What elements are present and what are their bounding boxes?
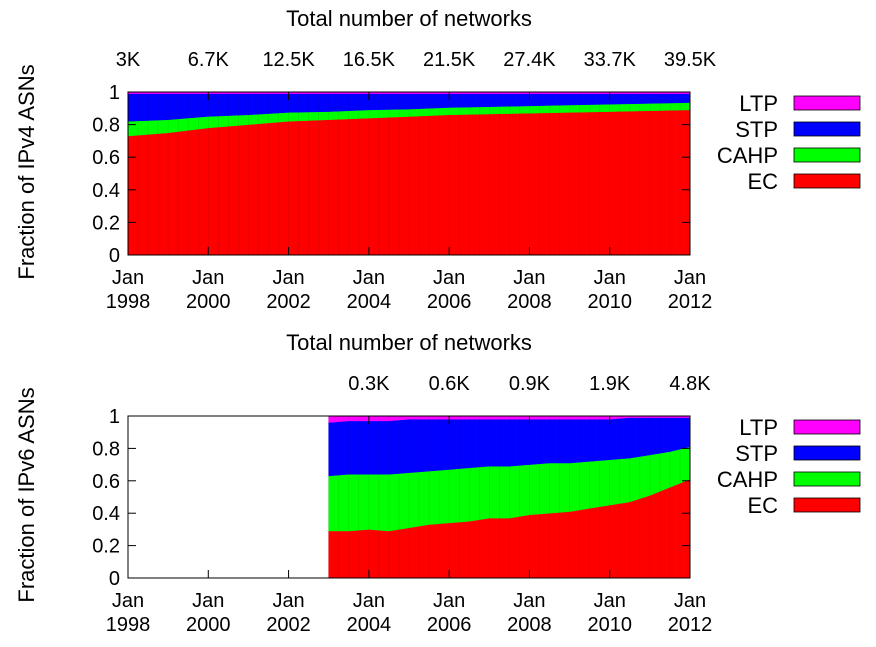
x-tick-year-label: 2000 <box>186 291 231 313</box>
x-tick-year-label: 2010 <box>587 291 632 313</box>
ipv6-y-axis-label: Fraction of IPv6 ASNs <box>14 387 39 602</box>
x-tick-year-label: 2002 <box>266 614 311 636</box>
top-tick-label: 1.9K <box>589 373 631 395</box>
legend-swatch-ec <box>793 497 861 513</box>
x-tick-month-label: Jan <box>353 590 385 612</box>
x-tick-year-label: 2008 <box>507 291 552 313</box>
legend-label-ec: EC <box>747 493 778 518</box>
y-tick-label: 0 <box>109 245 120 267</box>
y-tick-label: 0.8 <box>92 438 120 460</box>
x-tick-month-label: Jan <box>513 267 545 289</box>
legend-label-stp: STP <box>735 117 778 142</box>
x-tick-month-label: Jan <box>353 267 385 289</box>
ipv4-panel: Total number of networks Fraction of IPv… <box>14 6 861 313</box>
x-tick-year-label: 2008 <box>507 614 552 636</box>
top-tick-label: 12.5K <box>262 49 315 71</box>
y-tick-label: 0 <box>109 568 120 590</box>
y-tick-label: 0.4 <box>92 180 120 202</box>
y-tick-label: 0.8 <box>92 115 120 137</box>
ipv6-top-axis-title: Total number of networks <box>286 330 532 355</box>
top-tick-label: 33.7K <box>584 49 637 71</box>
legend-swatch-ltp <box>793 95 861 111</box>
legend-swatch-cahp <box>793 147 861 163</box>
y-tick-label: 1 <box>109 406 120 428</box>
y-tick-label: 0.6 <box>92 147 120 169</box>
y-tick-label: 0.2 <box>92 212 120 234</box>
top-tick-label: 16.5K <box>343 49 396 71</box>
x-tick-year-label: 2000 <box>186 614 231 636</box>
y-tick-label: 0.4 <box>92 503 120 525</box>
x-tick-month-label: Jan <box>674 267 706 289</box>
plot-frame <box>127 91 691 256</box>
x-tick-year-label: 2012 <box>668 614 713 636</box>
x-tick-month-label: Jan <box>594 267 626 289</box>
x-tick-month-label: Jan <box>192 590 224 612</box>
x-tick-month-label: Jan <box>594 590 626 612</box>
x-tick-month-label: Jan <box>192 267 224 289</box>
x-tick-year-label: 2012 <box>668 291 713 313</box>
ipv6-panel: Total number of networks Fraction of IPv… <box>14 330 861 636</box>
x-tick-month-label: Jan <box>272 267 304 289</box>
legend-swatch-stp <box>793 121 861 137</box>
legend-label-ec: EC <box>747 169 778 194</box>
x-tick-year-label: 2006 <box>427 614 472 636</box>
top-tick-label: 6.7K <box>188 49 230 71</box>
legend-swatch-ltp <box>793 419 861 435</box>
legend-swatch-cahp <box>793 471 861 487</box>
ipv6-plot-area <box>328 415 691 579</box>
legend-label-stp: STP <box>735 441 778 466</box>
top-tick-label: 27.4K <box>503 49 556 71</box>
ipv4-axes: 00.20.40.60.81Jan1998Jan2000Jan2002Jan20… <box>92 49 717 313</box>
y-tick-label: 0.2 <box>92 536 120 558</box>
x-tick-month-label: Jan <box>433 590 465 612</box>
x-tick-month-label: Jan <box>674 590 706 612</box>
top-tick-label: 0.9K <box>509 373 551 395</box>
x-tick-month-label: Jan <box>112 267 144 289</box>
y-tick-label: 1 <box>109 82 120 104</box>
legend-swatch-ec <box>793 173 861 189</box>
x-tick-month-label: Jan <box>513 590 545 612</box>
x-tick-year-label: 1998 <box>106 291 151 313</box>
legend-label-cahp: CAHP <box>717 143 778 168</box>
x-tick-year-label: 1998 <box>106 614 151 636</box>
x-tick-year-label: 2002 <box>266 291 311 313</box>
legend-label-cahp: CAHP <box>717 467 778 492</box>
top-tick-label: 4.8K <box>669 373 711 395</box>
x-tick-year-label: 2006 <box>427 291 472 313</box>
top-tick-label: 21.5K <box>423 49 476 71</box>
plot-frame <box>127 415 691 579</box>
x-tick-month-label: Jan <box>272 590 304 612</box>
legend-swatch-stp <box>793 445 861 461</box>
y-tick-label: 0.6 <box>92 471 120 493</box>
ipv6-axes: 00.20.40.60.81Jan1998Jan2000Jan2002Jan20… <box>92 373 712 636</box>
x-tick-year-label: 2004 <box>347 291 392 313</box>
ipv4-top-axis-title: Total number of networks <box>286 6 532 31</box>
ipv4-y-axis-label: Fraction of IPv4 ASNs <box>14 64 39 279</box>
top-tick-label: 0.3K <box>348 373 390 395</box>
top-tick-label: 39.5K <box>664 49 717 71</box>
legend-label-ltp: LTP <box>739 91 778 116</box>
x-tick-month-label: Jan <box>112 590 144 612</box>
top-tick-label: 3K <box>116 49 141 71</box>
x-tick-year-label: 2010 <box>587 614 632 636</box>
legend-label-ltp: LTP <box>739 415 778 440</box>
top-tick-label: 0.6K <box>429 373 471 395</box>
x-tick-month-label: Jan <box>433 267 465 289</box>
x-tick-year-label: 2004 <box>347 614 392 636</box>
ipv4-plot-area <box>127 91 691 256</box>
